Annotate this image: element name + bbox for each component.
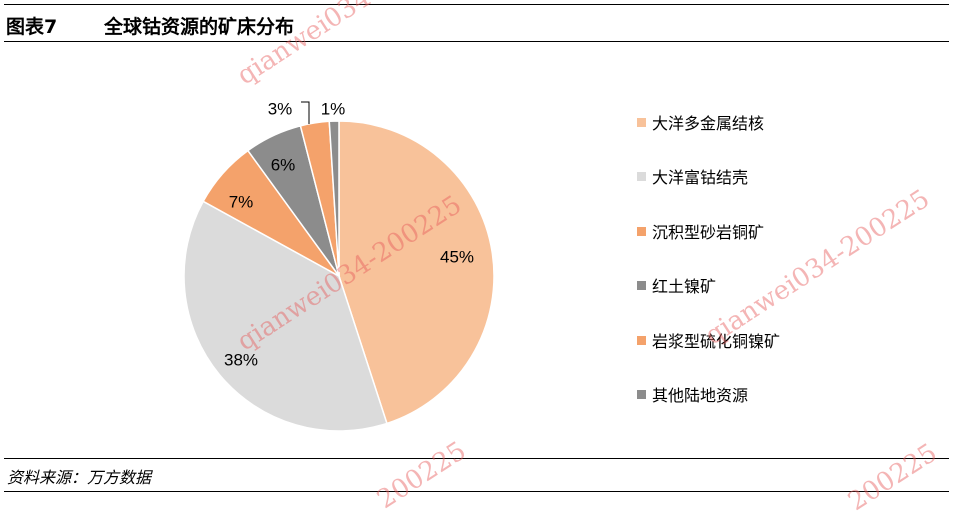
legend-swatch [637,389,646,399]
source-top-rule [4,458,949,459]
data-labels: 45% 38% 7% 6% 3% 1% [224,99,474,369]
data-label-3: 7% [229,192,254,211]
pie-slice-1 [338,120,495,425]
data-label-1: 45% [440,247,474,266]
legend-swatch [637,117,646,127]
pie-slice-2 [183,200,388,432]
legend-label: 大洋富钴结壳 [652,168,749,187]
legend-item-4: 红土镍矿 [637,274,716,296]
pie-slices [183,120,495,432]
legend-item-6: 其他陆地资源 [637,383,748,405]
legend-item-2: 大洋富钴结壳 [637,165,748,187]
data-label-4: 6% [271,155,296,174]
legend-label: 其他陆地资源 [652,386,749,405]
legend-item-5: 岩浆型硫化铜镍矿 [637,329,780,351]
legend-swatch [637,335,646,345]
legend-item-3: 沉积型砂岩铜矿 [637,220,764,242]
title-rule [4,41,949,42]
data-label-5: 3% [268,99,293,118]
figure-header: 图表7 全球钴资源的矿床分布 [6,10,294,40]
legend-label: 沉积型砂岩铜矿 [652,223,765,242]
legend-label: 大洋多金属结核 [652,114,765,133]
data-label-6: 1% [321,99,346,118]
source-bottom-rule [4,491,949,492]
data-label-2: 38% [224,350,258,369]
figure-label: 图表7 [6,15,58,38]
legend-item-1: 大洋多金属结核 [637,111,764,133]
legend-label: 岩浆型硫化铜镍矿 [652,332,781,351]
source-note: 资料来源：万方数据 [7,468,152,487]
legend-label: 红土镍矿 [652,277,717,296]
leader-line-3pct [301,101,310,124]
pie-chart: 45% 38% 7% 6% 3% 1% [183,99,495,432]
legend-swatch [637,226,646,236]
leader-lines [301,101,310,124]
figure-title: 全球钴资源的矿床分布 [104,15,295,38]
legend-swatch [637,171,646,181]
legend-swatch [637,280,646,290]
top-rule [4,4,949,5]
pie-slice-6 [328,120,340,277]
